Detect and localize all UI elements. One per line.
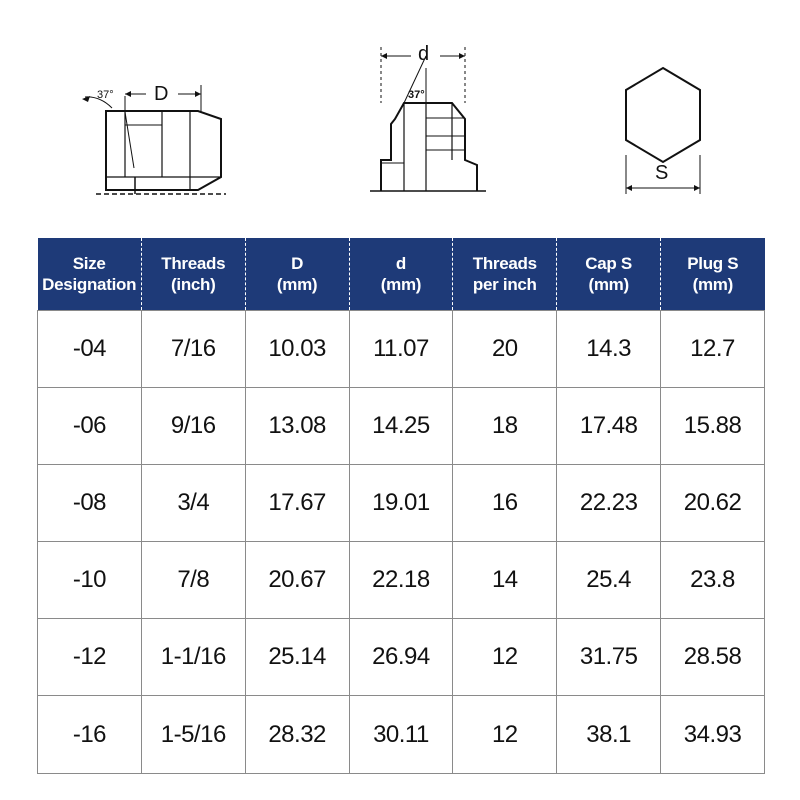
table-cell: 17.48: [556, 387, 662, 465]
table-cell: 23.8: [660, 541, 765, 619]
table-cell: 14: [452, 541, 558, 619]
spec-table-header: Size Designation Threads (inch) D (mm) d (mm…: [37, 238, 765, 311]
hex-diagram: [625, 66, 701, 194]
spec-table-body: -04 7/16 10.03 11.07 20 14.3 12.7 -06 9/…: [37, 310, 765, 774]
header-cap-s: Cap S (mm): [556, 238, 662, 311]
header-threads-per-inch: Threads per inch: [452, 238, 558, 311]
table-cell: 19.01: [348, 464, 454, 542]
table-cell: 25.4: [556, 541, 662, 619]
table-cell: 17.67: [244, 464, 350, 542]
table-cell: 25.14: [244, 618, 350, 696]
table-cell: -04: [37, 310, 142, 388]
table-cell: 22.18: [348, 541, 454, 619]
header-row: Size Designation Threads (inch) D (mm) d (mm…: [37, 238, 765, 311]
header-D-mm: D (mm): [244, 238, 350, 311]
table-cell: 30.11: [348, 695, 454, 774]
table-cell: 20.67: [244, 541, 350, 619]
table-cell: 13.08: [244, 387, 350, 465]
plug-dimension-label: d: [418, 43, 430, 65]
table-cell: 18: [452, 387, 558, 465]
table-cell: 11.07: [348, 310, 454, 388]
table-row: -16 1-5/16 28.32 30.11 12 38.1 34.93: [37, 695, 765, 774]
table-row: -04 7/16 10.03 11.07 20 14.3 12.7: [37, 310, 765, 388]
table-cell: -12: [37, 618, 142, 696]
table-cell: 28.32: [244, 695, 350, 774]
fitting-diagrams: 37° D d 37° S: [0, 0, 800, 230]
table-cell: -10: [37, 541, 142, 619]
table-cell: 12: [452, 618, 558, 696]
header-threads-inch: Threads (inch): [140, 238, 246, 311]
table-cell: 14.3: [556, 310, 662, 388]
table-cell: 20.62: [660, 464, 765, 542]
table-cell: 31.75: [556, 618, 662, 696]
table-cell: 15.88: [660, 387, 765, 465]
table-row: -12 1-1/16 25.14 26.94 12 31.75 28.58: [37, 618, 765, 696]
table-cell: 1-1/16: [140, 618, 246, 696]
table-cell: -16: [37, 695, 142, 774]
table-cell: 12: [452, 695, 558, 774]
spec-table: Size Designation Threads (inch) D (mm) d (mm…: [37, 238, 765, 774]
hex-dimension-label: S: [655, 162, 669, 184]
table-cell: 9/16: [140, 387, 246, 465]
table-cell: 16: [452, 464, 558, 542]
cap-diagram: [82, 85, 226, 195]
plug-diagram: [370, 47, 486, 192]
plug-angle-label: 37°: [408, 89, 425, 101]
table-cell: 26.94: [348, 618, 454, 696]
table-cell: 38.1: [556, 695, 662, 774]
table-cell: 3/4: [140, 464, 246, 542]
cap-dimension-label: D: [154, 83, 169, 105]
table-cell: 10.03: [244, 310, 350, 388]
cap-angle-label: 37°: [97, 89, 114, 101]
header-size-designation: Size Designation: [37, 238, 142, 311]
header-d-mm: d (mm): [348, 238, 454, 311]
table-row: -08 3/4 17.67 19.01 16 22.23 20.62: [37, 464, 765, 542]
table-cell: 34.93: [660, 695, 765, 774]
table-cell: 14.25: [348, 387, 454, 465]
diagram-drawings: [82, 47, 701, 195]
table-cell: 7/8: [140, 541, 246, 619]
table-cell: 28.58: [660, 618, 765, 696]
table-row: -06 9/16 13.08 14.25 18 17.48 15.88: [37, 387, 765, 465]
table-row: -10 7/8 20.67 22.18 14 25.4 23.8: [37, 541, 765, 619]
table-cell: 12.7: [660, 310, 765, 388]
table-cell: -06: [37, 387, 142, 465]
table-cell: 7/16: [140, 310, 246, 388]
table-cell: 20: [452, 310, 558, 388]
table-cell: -08: [37, 464, 142, 542]
header-plug-s: Plug S (mm): [660, 238, 765, 311]
table-cell: 22.23: [556, 464, 662, 542]
table-cell: 1-5/16: [140, 695, 246, 774]
